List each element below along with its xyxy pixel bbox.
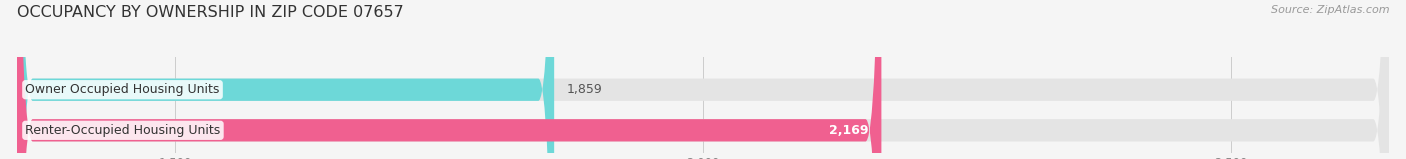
Text: Renter-Occupied Housing Units: Renter-Occupied Housing Units — [25, 124, 221, 137]
Text: Source: ZipAtlas.com: Source: ZipAtlas.com — [1271, 5, 1389, 15]
Text: Owner Occupied Housing Units: Owner Occupied Housing Units — [25, 83, 219, 96]
FancyBboxPatch shape — [17, 0, 1389, 159]
Text: 1,859: 1,859 — [567, 83, 603, 96]
FancyBboxPatch shape — [17, 0, 1389, 159]
Text: 2,169: 2,169 — [830, 124, 869, 137]
FancyBboxPatch shape — [17, 0, 554, 159]
Text: OCCUPANCY BY OWNERSHIP IN ZIP CODE 07657: OCCUPANCY BY OWNERSHIP IN ZIP CODE 07657 — [17, 5, 404, 20]
FancyBboxPatch shape — [17, 0, 882, 159]
